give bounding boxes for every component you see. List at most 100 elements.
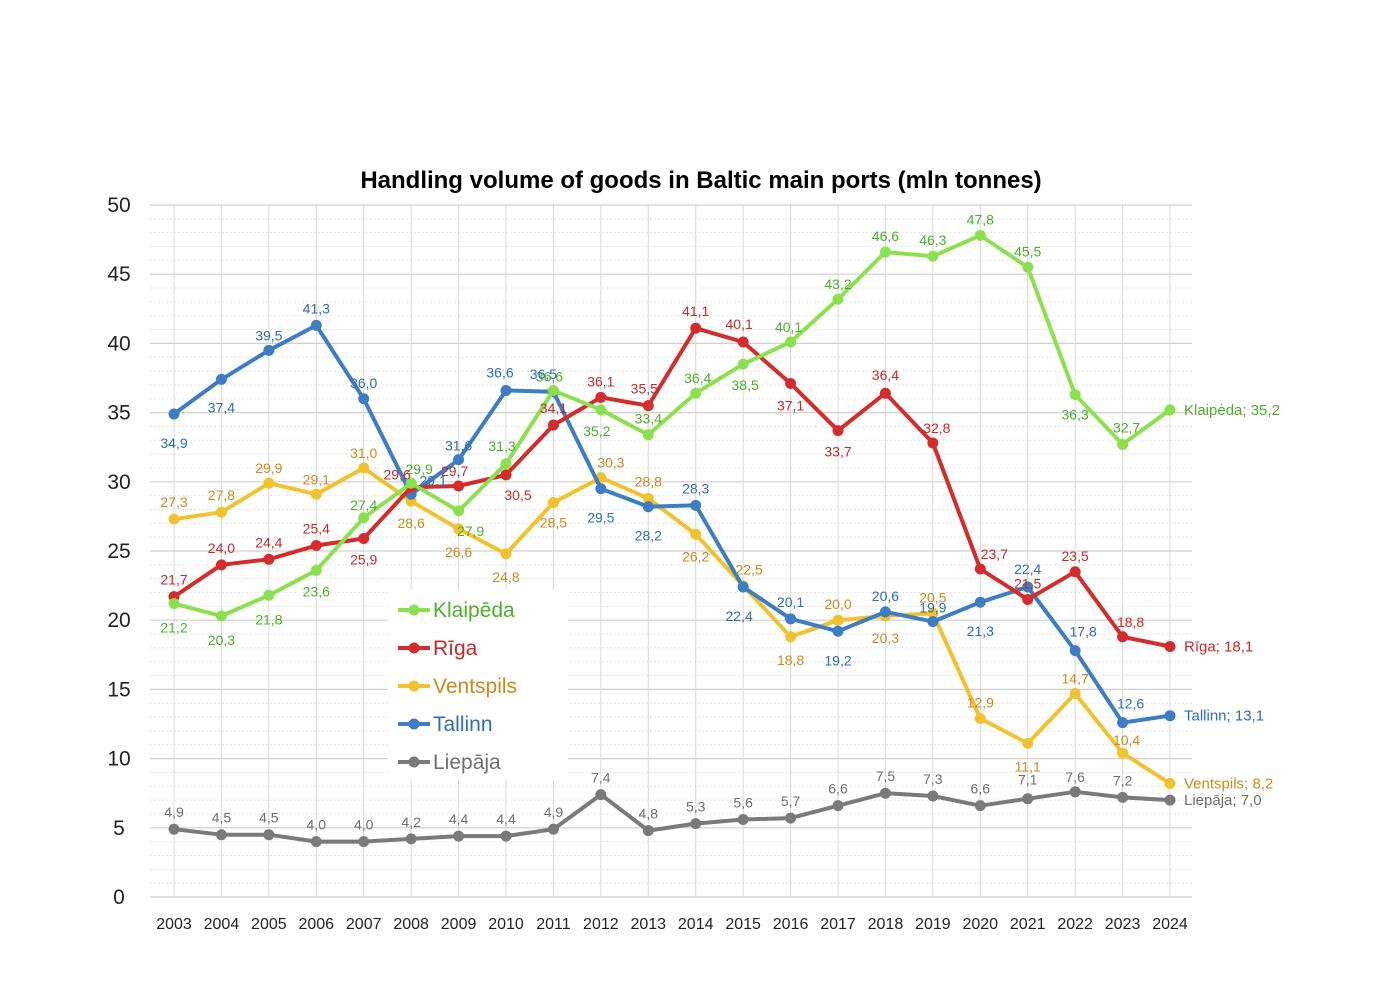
x-tick-label: 2009: [441, 916, 477, 933]
data-label: 4,5: [212, 810, 232, 826]
data-label: 21,8: [255, 611, 282, 627]
data-point: [832, 293, 844, 305]
data-point: [453, 480, 465, 492]
data-label: 7,4: [591, 770, 611, 786]
data-label: 36,1: [587, 373, 614, 389]
data-point: [263, 477, 275, 489]
data-label: 21,5: [1014, 575, 1041, 591]
data-label: 28,5: [540, 515, 567, 531]
x-tick-label: 2010: [488, 916, 524, 933]
x-axis-ticks: 2003 2004 2005 2006 2007 2008 2009 2010 2011 2012…: [156, 916, 1188, 933]
data-label: 18,8: [777, 652, 804, 668]
data-label: 22,4: [1014, 561, 1041, 577]
x-tick-label: 2024: [1152, 916, 1188, 933]
data-label: 20,5: [919, 589, 946, 605]
data-point: [1164, 404, 1176, 416]
legend-item-riga: Rīga: [398, 637, 478, 660]
data-label: 32,7: [1113, 419, 1140, 435]
data-point: [358, 512, 370, 524]
data-point: [168, 513, 180, 525]
data-point: [453, 505, 465, 517]
data-label: 47,8: [967, 211, 994, 227]
data-point: [879, 787, 891, 799]
data-point: [879, 606, 891, 618]
data-label: 33,7: [824, 444, 851, 460]
data-label: 7,3: [923, 771, 943, 787]
data-label: 36,4: [684, 370, 711, 386]
x-tick-label: 2013: [630, 916, 666, 933]
data-label: 23,6: [303, 583, 330, 599]
data-label: 4,5: [259, 810, 279, 826]
data-point: [547, 384, 559, 396]
series-lines: [168, 229, 1176, 848]
data-point: [168, 598, 180, 610]
data-label: 4,0: [354, 817, 374, 833]
data-label: 21,2: [160, 620, 187, 636]
x-tick-label: 2012: [583, 916, 619, 933]
data-label: 20,3: [208, 632, 235, 648]
data-point: [1022, 793, 1034, 805]
series-line: [172, 789, 1172, 844]
series-line: [172, 233, 1172, 618]
data-point: [927, 790, 939, 802]
data-label: 19,2: [824, 652, 851, 668]
data-label: 26,2: [682, 548, 709, 564]
data-label: 31,6: [445, 438, 472, 454]
y-tick-label: 20: [107, 609, 130, 632]
data-label: 4,4: [449, 811, 469, 827]
data-label: 28,2: [635, 528, 662, 544]
data-point: [500, 469, 512, 481]
data-point: [1022, 593, 1034, 605]
data-point: [263, 829, 275, 841]
data-point: [879, 387, 891, 399]
series-end-label: Liepāja; 7,0: [1184, 792, 1262, 809]
series-line: [172, 323, 1172, 725]
x-tick-label: 2008: [393, 916, 429, 933]
data-point: [310, 539, 322, 551]
data-point: [642, 400, 654, 412]
x-tick-label: 2022: [1057, 916, 1093, 933]
data-label: 32,8: [923, 420, 950, 436]
data-label: 31,3: [488, 438, 515, 454]
data-label: 4,2: [401, 814, 421, 830]
x-tick-label: 2003: [156, 916, 192, 933]
data-point: [215, 373, 227, 385]
data-label: 23,5: [1062, 548, 1089, 564]
data-label: 28,3: [682, 480, 709, 496]
legend-swatch-marker: [408, 604, 420, 616]
data-point: [927, 616, 939, 628]
data-point: [1117, 747, 1129, 759]
chart-title: Handling volume of goods in Baltic main …: [360, 167, 1041, 194]
data-point: [642, 501, 654, 513]
data-label: 28,6: [398, 515, 425, 531]
data-point: [500, 830, 512, 842]
data-label: 45,5: [1014, 243, 1041, 259]
data-label: 5,6: [733, 794, 753, 810]
data-label: 46,3: [919, 232, 946, 248]
data-point: [974, 596, 986, 608]
data-point: [500, 548, 512, 560]
x-tick-label: 2023: [1105, 916, 1141, 933]
data-point: [879, 246, 891, 258]
data-label: 17,8: [1070, 624, 1097, 640]
y-tick-label: 15: [107, 678, 130, 701]
x-tick-label: 2021: [1010, 916, 1046, 933]
data-point: [310, 836, 322, 848]
data-point: [785, 336, 797, 348]
series-end-label: Rīga; 18,1: [1184, 638, 1253, 655]
x-tick-label: 2018: [868, 916, 904, 933]
y-axis-ticks: 0 5 10 15 20 25 30 35 40 45 50: [107, 194, 130, 909]
legend-label: Liepāja: [433, 751, 501, 774]
data-point: [358, 533, 370, 545]
data-point: [215, 610, 227, 622]
data-point: [595, 391, 607, 403]
data-point: [1022, 737, 1034, 749]
legend-swatch-marker: [408, 642, 420, 654]
data-label: 4,8: [639, 806, 659, 822]
data-point: [1117, 631, 1129, 643]
data-label: 5,3: [686, 799, 706, 815]
y-tick-label: 10: [107, 748, 130, 771]
x-tick-label: 2016: [773, 916, 809, 933]
